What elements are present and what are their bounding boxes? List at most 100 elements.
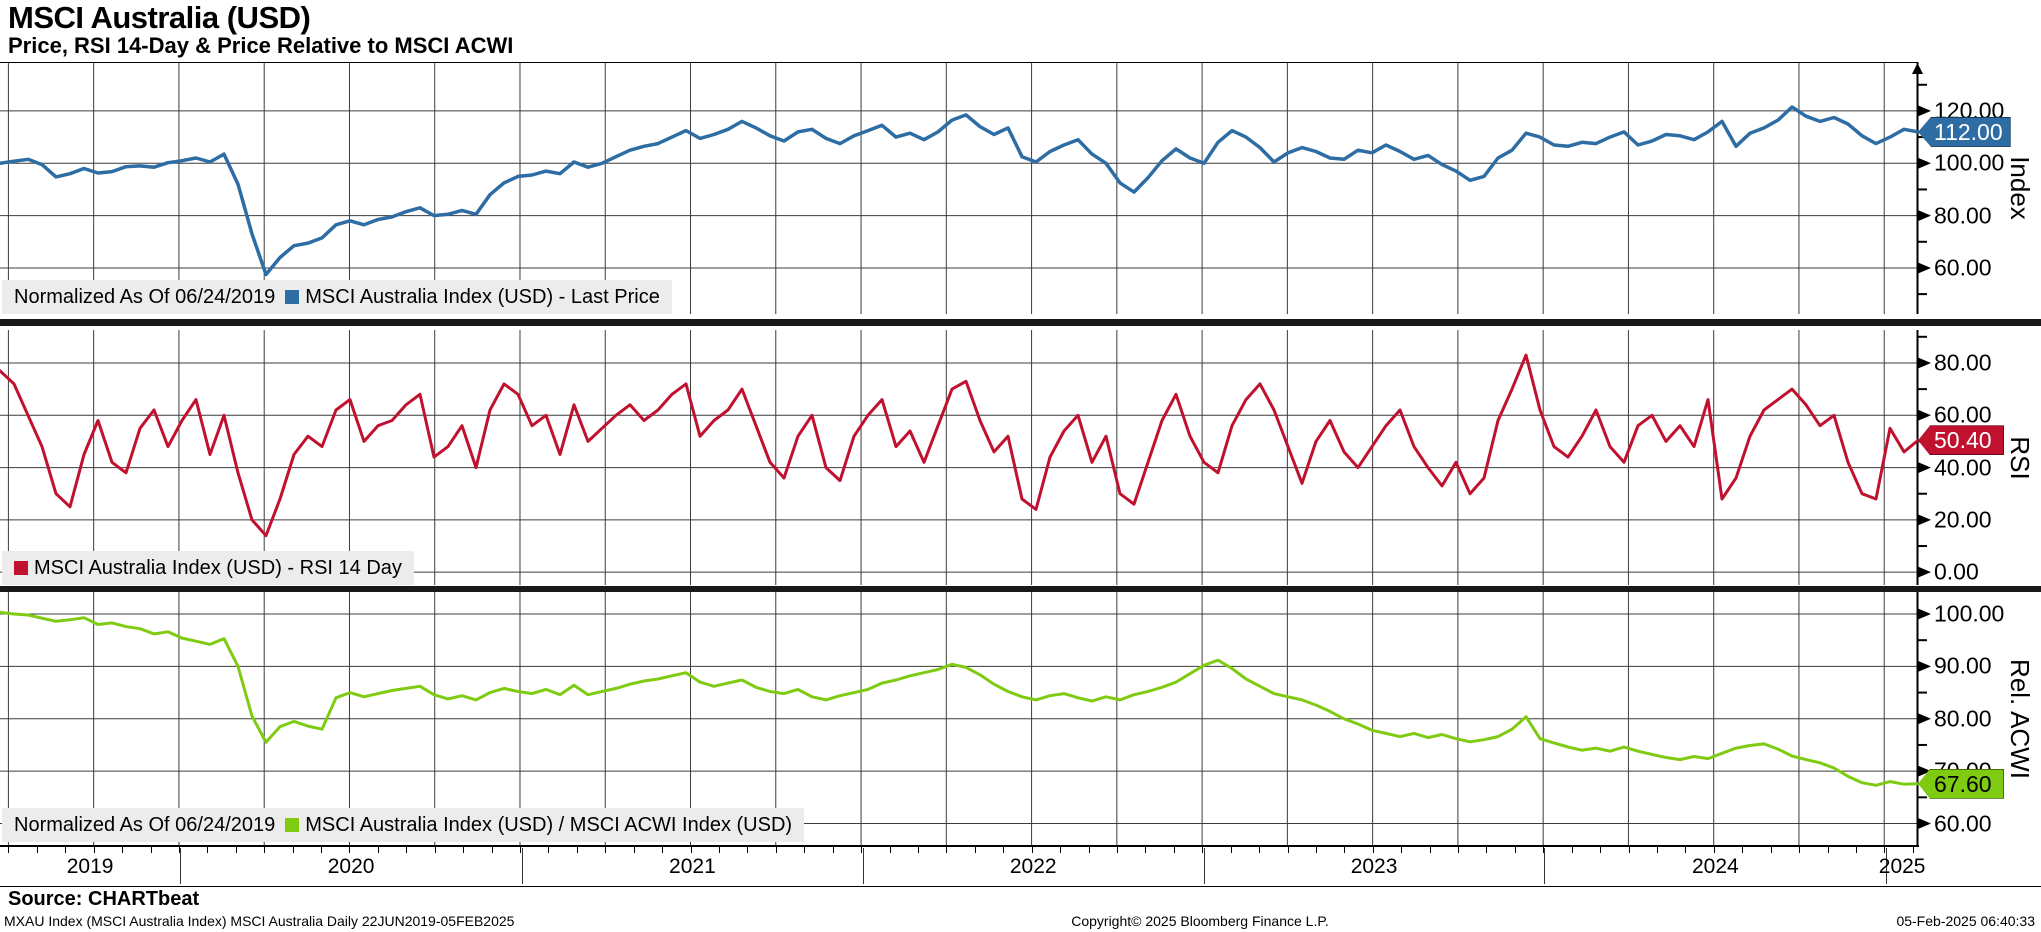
month-tick: [747, 847, 749, 853]
render-timestamp: 05-Feb-2025 06:40:33: [1896, 913, 2035, 929]
year-divider: [180, 848, 182, 884]
chart-subtitle: Price, RSI 14-Day & Price Relative to MS…: [8, 33, 514, 58]
month-tick: [1401, 847, 1403, 853]
month-tick: [1173, 847, 1175, 853]
year-divider: [1886, 848, 1888, 884]
month-tick: [349, 847, 351, 853]
rsi-axis-title: RSI: [2005, 435, 2035, 480]
month-tick: [804, 847, 806, 853]
y-tick-label: 40.00: [1934, 454, 1992, 481]
month-tick: [605, 847, 607, 853]
month-tick: [946, 847, 948, 853]
price-legend-label: MSCI Australia Index (USD) - Last Price: [305, 285, 660, 308]
month-tick: [1713, 847, 1715, 853]
year-label: 2019: [66, 855, 114, 878]
month-tick: [889, 847, 891, 853]
month-tick: [8, 847, 10, 853]
month-tick: [65, 847, 67, 853]
month-tick: [235, 847, 237, 853]
month-tick: [690, 847, 692, 853]
year-divider: [862, 848, 864, 884]
price-legend-swatch-icon: [285, 289, 300, 304]
month-tick: [1372, 847, 1374, 853]
rel-legend-label: MSCI Australia Index (USD) / MSCI ACWI I…: [305, 813, 793, 836]
month-tick: [1912, 847, 1914, 853]
y-tick-label: 100.00: [1934, 149, 2005, 176]
month-tick: [1031, 847, 1033, 853]
month-tick: [1827, 847, 1829, 853]
month-tick: [434, 847, 436, 853]
month-tick: [178, 847, 180, 853]
month-tick: [36, 847, 38, 853]
x-axis-line: [0, 845, 1919, 847]
month-tick: [1344, 847, 1346, 853]
month-tick: [1230, 847, 1232, 853]
y-tick-label: 90.00: [1934, 652, 1992, 679]
month-tick: [861, 847, 863, 853]
price-plot-svg: [0, 62, 1931, 314]
year-label: 2025: [1878, 855, 1926, 878]
month-tick: [321, 847, 323, 853]
rsi-legend-label: MSCI Australia Index (USD) - RSI 14 Day: [34, 556, 402, 579]
copyright-notice: Copyright© 2025 Bloomberg Finance L.P.: [1071, 913, 1329, 929]
normalized-note: Normalized As Of 06/24/2019: [14, 285, 276, 308]
y-tick-label: 80.00: [1934, 705, 1992, 732]
month-tick: [1429, 847, 1431, 853]
month-tick: [292, 847, 294, 853]
month-tick: [1486, 847, 1488, 853]
month-tick: [1543, 847, 1545, 853]
month-tick: [974, 847, 976, 853]
x-axis-bottom-line: [0, 886, 2041, 887]
price-legend: Normalized As Of 06/24/2019 MSCI Australi…: [2, 280, 672, 314]
month-tick: [1685, 847, 1687, 853]
year-divider: [521, 848, 523, 884]
year-label: 2021: [669, 855, 716, 878]
month-tick: [576, 847, 578, 853]
month-tick: [1259, 847, 1261, 853]
month-tick: [1202, 847, 1204, 853]
security-footnote: MXAU Index (MSCI Australia Index) MSCI A…: [4, 913, 515, 929]
month-tick: [207, 847, 209, 853]
month-tick: [662, 847, 664, 853]
month-tick: [491, 847, 493, 853]
y-tick-label: 60.00: [1934, 401, 1992, 428]
month-tick: [1855, 847, 1857, 853]
month-tick: [1060, 847, 1062, 853]
month-tick: [775, 847, 777, 853]
month-tick: [93, 847, 95, 853]
month-tick: [1799, 847, 1801, 853]
y-tick-label: 60.00: [1934, 254, 1992, 281]
year-label: 2020: [327, 855, 375, 878]
month-tick: [1884, 847, 1886, 853]
month-tick: [1600, 847, 1602, 853]
month-tick: [633, 847, 635, 853]
source-label: Source: CHARTbeat: [8, 888, 200, 910]
rel-plot-svg: [0, 592, 1931, 845]
year-label: 2023: [1350, 855, 1398, 878]
y-tick-label: 100.00: [1934, 600, 2005, 627]
price-line: [0, 105, 1920, 277]
month-tick: [520, 847, 522, 853]
rsi-legend-swatch-icon: [14, 560, 28, 575]
month-tick: [917, 847, 919, 853]
month-tick: [150, 847, 152, 853]
rel-last-value-badge: 67.60: [1918, 768, 2004, 799]
rsi-plot-svg: [0, 330, 1931, 585]
month-tick: [1145, 847, 1147, 853]
year-divider: [1544, 848, 1546, 884]
month-tick: [264, 847, 266, 853]
price-axis-title: Index: [2005, 156, 2035, 220]
month-tick: [1287, 847, 1289, 853]
y-tick-label: 0.00: [1934, 558, 1979, 585]
rsi-legend: MSCI Australia Index (USD) - RSI 14 Day: [2, 551, 414, 585]
normalized-note: Normalized As Of 06/24/2019: [14, 813, 276, 836]
y-tick-label: 80.00: [1934, 202, 1992, 229]
y-tick-label: 80.00: [1934, 349, 1992, 376]
month-tick: [463, 847, 465, 853]
month-tick: [548, 847, 550, 853]
month-tick: [1742, 847, 1744, 853]
legend-item: MSCI Australia Index (USD) - Last Price: [285, 286, 660, 309]
month-tick: [1088, 847, 1090, 853]
rel-legend-swatch-icon: [285, 817, 300, 832]
